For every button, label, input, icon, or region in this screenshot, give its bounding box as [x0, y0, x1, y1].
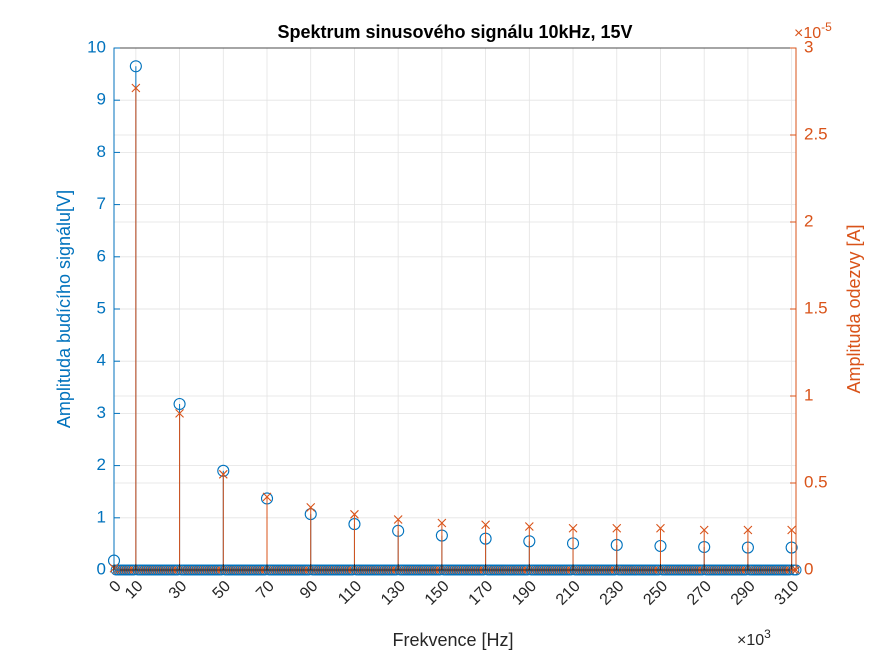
left-y-tick-label: 9: [97, 90, 106, 109]
left-stem-marker: [129, 60, 142, 73]
left-y-tick-label: 4: [97, 351, 106, 370]
right-stem-marker: [175, 409, 184, 418]
right-y-tick-label: 0: [804, 559, 813, 578]
grid: [113, 47, 796, 571]
left-y-tick-label: 10: [87, 37, 106, 56]
x-tick-label: 170: [466, 578, 497, 609]
x-tick-label: 190: [509, 578, 540, 609]
left-y-tick-label: 2: [97, 455, 106, 474]
series-marks: [107, 60, 798, 573]
x-tick-label: 30: [166, 578, 191, 603]
left-y-tick-label: 7: [97, 194, 106, 213]
right-stem-marker: [787, 525, 797, 535]
right-y-axis-label: Amplituda odezvy [A]: [844, 224, 864, 393]
right-stem-marker: [568, 523, 578, 533]
x-tick-label: 310: [772, 578, 803, 609]
right-y-tick-label: 1.5: [804, 298, 828, 317]
right-y-tick-label: 1: [804, 385, 813, 404]
x-tick-label: 250: [640, 578, 671, 609]
x-tick-label: 230: [597, 578, 628, 609]
left-y-tick-label: 1: [97, 507, 106, 526]
right-stem-marker: [656, 523, 665, 533]
x-tick-label: 90: [297, 578, 322, 603]
right-stem-marker: [699, 525, 709, 535]
right-stem-marker: [306, 502, 316, 512]
x-tick-label: 130: [378, 578, 409, 609]
x-tick-label: 210: [553, 578, 584, 609]
x-tick-label: 110: [335, 578, 365, 608]
right-stem-marker: [437, 518, 447, 528]
right-y-tick-label: 2.5: [804, 124, 828, 143]
left-y-tick-label: 6: [97, 246, 106, 265]
right-y-tick-label: 3: [804, 37, 813, 56]
x-tick-label: 0: [106, 578, 124, 596]
right-stem-marker: [481, 520, 490, 530]
left-y-axis-label: Amplituda budícího signálu[V]: [54, 190, 74, 428]
right-stem-marker: [612, 523, 622, 533]
right-y-tick-label: 0.5: [804, 472, 828, 491]
x-tick-label: 270: [684, 578, 715, 609]
x-tick-label: 50: [210, 578, 235, 603]
right-stem-marker: [350, 509, 359, 519]
x-axis-label: Frekvence [Hz]: [392, 630, 513, 650]
right-y-axis-exponent: ×10-5: [794, 20, 832, 42]
axes: 010 30 50 70 90 110 130 150 170 190 210 230 250 270 29…: [87, 37, 828, 608]
left-y-tick-label: 3: [97, 403, 106, 422]
x-tick-label: 150: [422, 578, 453, 609]
x-tick-label: 290: [728, 578, 759, 609]
x-tick-label: 10: [122, 578, 147, 603]
right-stem-marker: [743, 525, 753, 535]
left-stem-marker: [173, 397, 186, 411]
right-stem-marker: [218, 469, 228, 479]
right-stem-marker: [524, 522, 534, 531]
right-stem-marker: [393, 515, 403, 524]
x-tick-label: 70: [253, 578, 278, 603]
right-stem-marker: [131, 83, 141, 93]
x-axis-exponent: ×103: [737, 627, 771, 649]
right-y-tick-label: 2: [804, 211, 813, 230]
right-stem-marker: [262, 492, 272, 502]
left-y-tick-label: 5: [97, 298, 106, 317]
left-y-tick-label: 0: [97, 559, 106, 578]
left-y-tick-label: 8: [97, 142, 106, 161]
chart-title: Spektrum sinusového signálu 10kHz, 15V: [277, 22, 632, 42]
